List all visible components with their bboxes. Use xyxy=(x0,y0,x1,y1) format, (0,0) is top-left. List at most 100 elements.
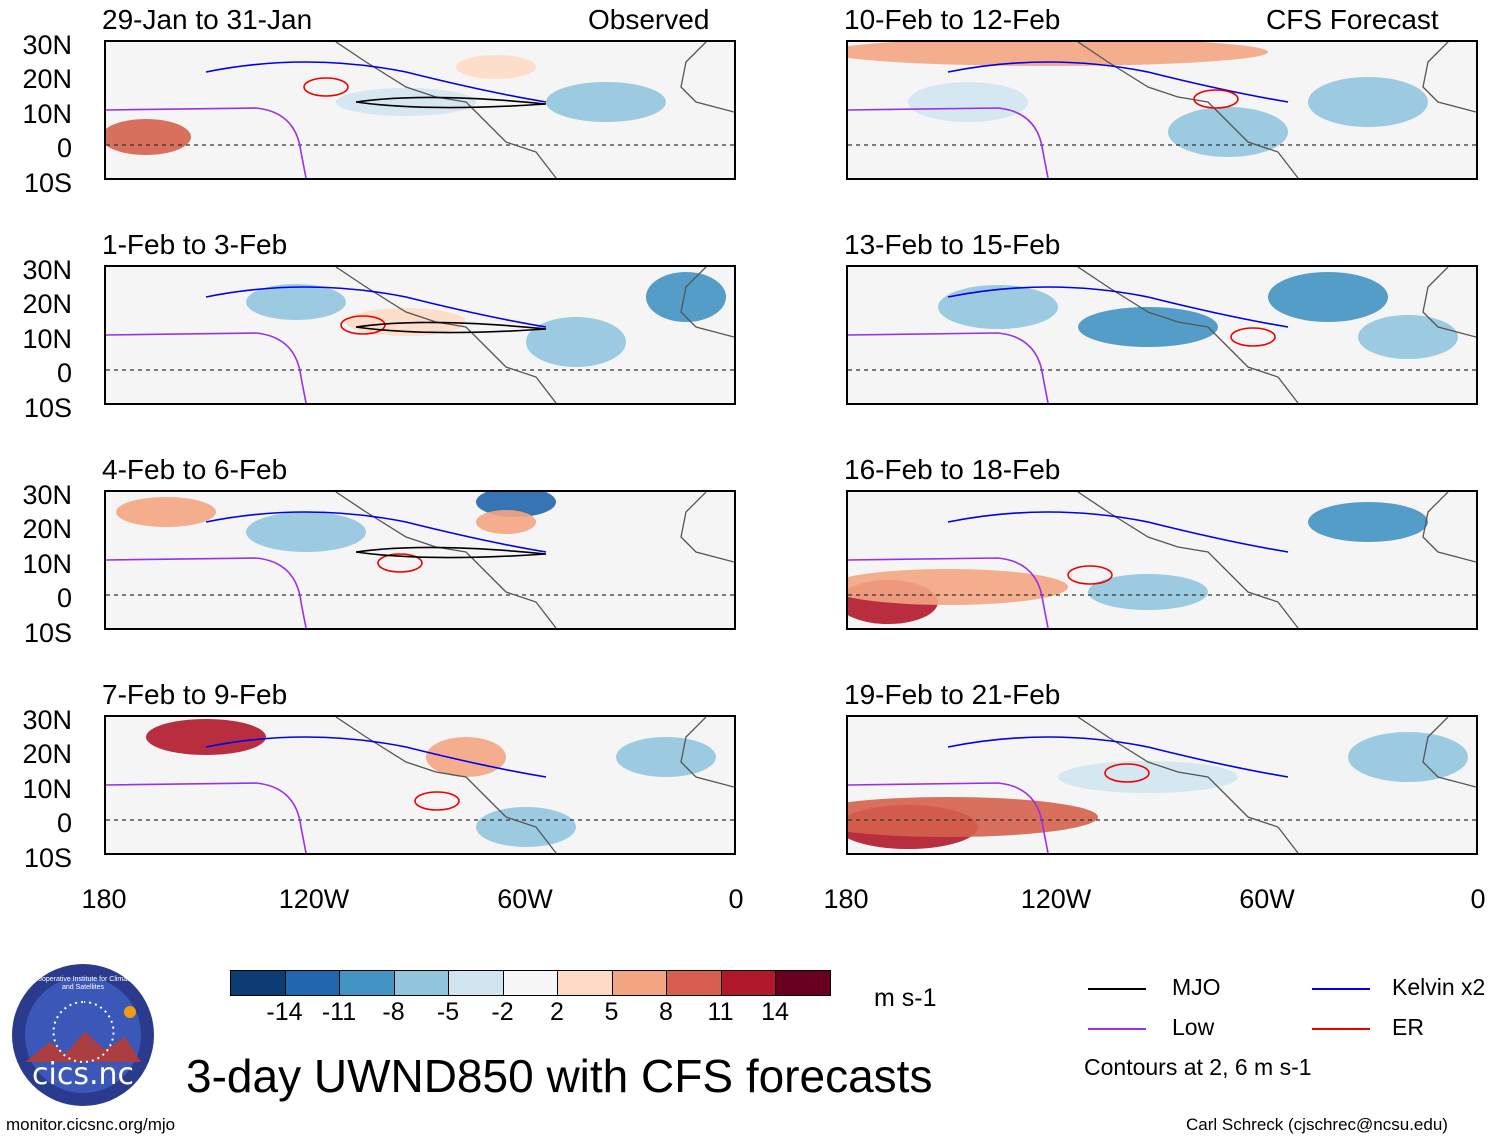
y-tick-row2-1: 30N xyxy=(22,255,72,285)
y-tick-row1-3: 10N xyxy=(22,99,72,129)
panel-title-5: 10-Feb to 12-Feb xyxy=(844,4,1061,35)
panel-title-3: 4-Feb to 6-Feb xyxy=(102,454,288,485)
anomaly-shading xyxy=(1308,502,1428,542)
credit-author: Carl Schreck (cjschrec@ncsu.edu) xyxy=(1186,1115,1448,1134)
y-tick-row2-2: 20N xyxy=(22,289,72,319)
anomaly-shading xyxy=(1058,761,1238,793)
legend-line-mjo xyxy=(1088,988,1146,990)
contour-low xyxy=(106,332,307,403)
anomaly-shading xyxy=(456,55,536,79)
contour-low xyxy=(106,107,307,178)
y-tick-row4-5: 10S xyxy=(23,843,72,873)
x-tick-0-left: 0 xyxy=(728,884,744,914)
legend-line-kelvin xyxy=(1312,988,1370,990)
map-panel-7 xyxy=(846,490,1478,630)
contour-mjo xyxy=(355,321,547,334)
contour-er xyxy=(414,791,460,811)
anomaly-shading xyxy=(1078,307,1218,347)
colorbar-label: 2 xyxy=(550,998,564,1026)
colorbar-swatch xyxy=(448,970,504,996)
contour-er xyxy=(1230,327,1276,347)
units-label: m s-1 xyxy=(874,984,937,1012)
colorbar-label: -5 xyxy=(436,998,460,1026)
colorbar-swatch xyxy=(502,970,558,996)
contour-low xyxy=(848,107,1049,178)
legend-label-low: Low xyxy=(1172,1014,1215,1040)
panel-title-8: 19-Feb to 21-Feb xyxy=(844,679,1061,710)
colorbar-swatch xyxy=(611,970,667,996)
map-layer xyxy=(106,267,734,403)
contour-mjo xyxy=(355,96,547,109)
x-tick-120w-left: 120W xyxy=(278,884,350,914)
colorbar-label: 5 xyxy=(604,998,619,1026)
y-tick-row1-1: 30N xyxy=(22,30,72,60)
panel-title-2: 1-Feb to 3-Feb xyxy=(102,229,288,260)
map-layer xyxy=(106,492,734,628)
x-tick-180-right: 180 xyxy=(823,884,869,914)
logo-text: cics.nc xyxy=(32,1057,134,1092)
anomaly-shading xyxy=(246,284,346,320)
colorbar-swatch xyxy=(393,970,449,996)
contour-er xyxy=(340,315,386,335)
map-panel-3 xyxy=(104,490,736,630)
contour-er xyxy=(303,77,349,97)
colorbar-swatch xyxy=(775,970,831,996)
contour-low xyxy=(848,332,1049,403)
y-tick-row4-4: 0 xyxy=(56,808,72,838)
anomaly-shading xyxy=(616,737,716,777)
colorbar-swatch xyxy=(666,970,722,996)
coastline xyxy=(1077,42,1476,178)
map-panel-2 xyxy=(104,265,736,405)
y-tick-row4-2: 20N xyxy=(22,739,72,769)
coastline xyxy=(335,42,734,178)
colorbar-swatch xyxy=(720,970,776,996)
colorbar-swatch xyxy=(339,970,395,996)
anomaly-shading xyxy=(146,719,266,755)
colorbar-label: 8 xyxy=(659,998,673,1026)
anomaly-shading xyxy=(646,272,726,322)
map-layer xyxy=(848,267,1476,403)
anomaly-shading xyxy=(1308,77,1428,127)
contour-er xyxy=(377,553,423,573)
x-tick-120w-right: 120W xyxy=(1020,884,1092,914)
anomaly-shading xyxy=(848,42,1268,66)
y-tick-row3-4: 0 xyxy=(56,583,72,613)
anomaly-shading xyxy=(848,797,1098,837)
anomaly-shading xyxy=(1358,315,1458,359)
y-tick-row1-4: 0 xyxy=(56,133,72,163)
map-layer xyxy=(106,717,734,853)
anomaly-shading xyxy=(848,569,1068,605)
anomaly-shading xyxy=(116,497,216,527)
y-tick-row4-3: 10N xyxy=(22,774,72,804)
contour-kelvin xyxy=(205,736,547,778)
y-tick-row2-5: 10S xyxy=(23,393,72,423)
contour-kelvin xyxy=(947,736,1289,778)
map-layer xyxy=(106,42,734,178)
legend-line-low xyxy=(1088,1028,1146,1030)
colorbar-label: 11 xyxy=(707,998,734,1026)
x-tick-60w-left: 60W xyxy=(497,884,553,914)
anomaly-shading xyxy=(1088,574,1208,610)
cics-logo: cics.nc Cooperative Institute for Climat… xyxy=(10,962,156,1108)
coastline xyxy=(335,717,734,853)
coastline xyxy=(1077,492,1476,628)
map-layer xyxy=(848,717,1476,853)
contour-kelvin xyxy=(947,61,1289,103)
coastline xyxy=(1077,717,1476,853)
contour-kelvin xyxy=(205,61,547,103)
y-tick-row2-4: 0 xyxy=(56,358,72,388)
anomaly-shading xyxy=(476,807,576,847)
anomaly-shading xyxy=(546,82,666,122)
contour-low xyxy=(106,557,307,628)
map-panel-6 xyxy=(846,265,1478,405)
anomaly-shading xyxy=(426,737,506,777)
anomaly-shading xyxy=(938,285,1058,329)
y-tick-row3-5: 10S xyxy=(23,618,72,648)
map-panel-4 xyxy=(104,715,736,855)
column-title-observed: Observed xyxy=(588,4,710,35)
contour-kelvin xyxy=(205,286,547,328)
map-panel-5 xyxy=(846,40,1478,180)
panel-title-7: 16-Feb to 18-Feb xyxy=(844,454,1061,485)
contour-er xyxy=(1193,89,1239,109)
colorbar-label: -8 xyxy=(382,998,405,1026)
